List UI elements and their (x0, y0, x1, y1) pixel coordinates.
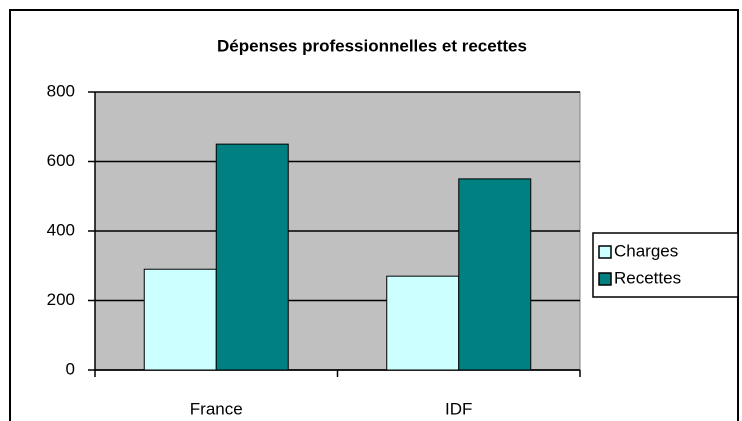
y-tick-label: 800 (47, 81, 75, 100)
y-tick-label: 0 (66, 359, 75, 378)
legend-swatch (598, 272, 612, 286)
bar (143, 268, 217, 371)
legend-label: Charges (614, 241, 678, 260)
legend-box (592, 232, 739, 298)
legend-label: Recettes (614, 268, 681, 287)
y-tick-label: 600 (47, 151, 75, 170)
bar (458, 178, 532, 371)
bar (215, 143, 289, 371)
x-tick-label: France (190, 399, 243, 418)
x-tick-label: IDF (445, 399, 472, 418)
legend-swatch (598, 245, 612, 259)
y-tick-label: 200 (47, 290, 75, 309)
bar (386, 275, 460, 371)
y-tick-label: 400 (47, 220, 75, 239)
chart-title: Dépenses professionnelles et recettes (217, 36, 527, 55)
